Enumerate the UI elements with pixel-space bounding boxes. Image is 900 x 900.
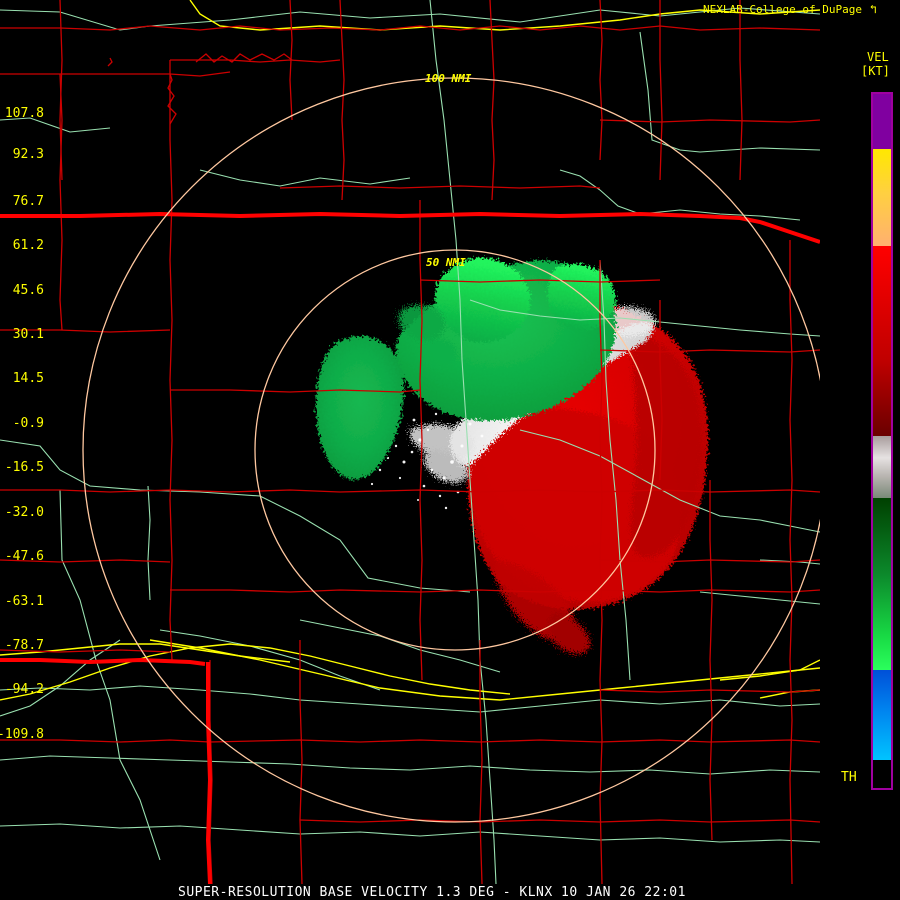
scale-tick-3: 61.2 [12,238,44,253]
scale-tick-2: 76.7 [12,194,44,209]
range-ring-50nmi [254,249,656,651]
range-ring-label-50: 50 NMI [426,256,466,269]
echo-inbound-west-cell [316,336,404,480]
color-seg-green [873,498,891,670]
color-bar [871,92,893,790]
scale-tick-6: 14.5 [12,371,44,386]
scale-tick-11: -63.1 [4,594,44,609]
scale-tick-14: -109.8 [0,727,44,742]
velocity-color-scale: VEL [KT] [820,0,900,884]
echo-zero-isodop-speckle [409,307,656,483]
scale-units: [KT] [861,64,890,78]
color-seg-red [873,246,891,436]
title-bar [0,884,900,900]
product-title: SUPER-RESOLUTION BASE VELOCITY 1.3 DEG -… [178,885,686,900]
geography-overlay [0,0,820,884]
scale-threshold-label: TH [841,770,857,785]
color-seg-gray [873,436,891,498]
scale-tick-5: 30.1 [12,327,44,342]
color-seg-threshold [873,760,891,788]
scale-tick-1: 92.3 [12,147,44,162]
range-rings [82,77,820,823]
color-seg-purple [873,94,891,149]
return-arrow-icon: ↰ [869,2,877,16]
state-lines [0,211,820,884]
scale-title: VEL [867,50,889,64]
scale-tick-13: -94.2 [4,682,44,697]
map-canvas [0,0,820,884]
provider-credit: NEXLAB-College of DuPage [703,3,862,16]
scale-tick-0: 107.8 [4,106,44,121]
scale-tick-12: -78.7 [4,638,44,653]
range-ring-100nmi [82,77,820,823]
scale-tick-7: -0.9 [12,416,44,431]
color-seg-blue [873,670,891,760]
echo-outbound-lobe [466,408,681,603]
radar-map-panel[interactable]: 100 NMI 50 NMI [0,0,820,884]
range-ring-label-100: 100 NMI [425,72,472,85]
scale-tick-9: -32.0 [4,505,44,520]
color-seg-yellow-orange [873,149,891,246]
scale-tick-4: 45.6 [12,283,44,298]
scale-tick-10: -47.6 [4,549,44,564]
scale-tick-8: -16.5 [4,460,44,475]
